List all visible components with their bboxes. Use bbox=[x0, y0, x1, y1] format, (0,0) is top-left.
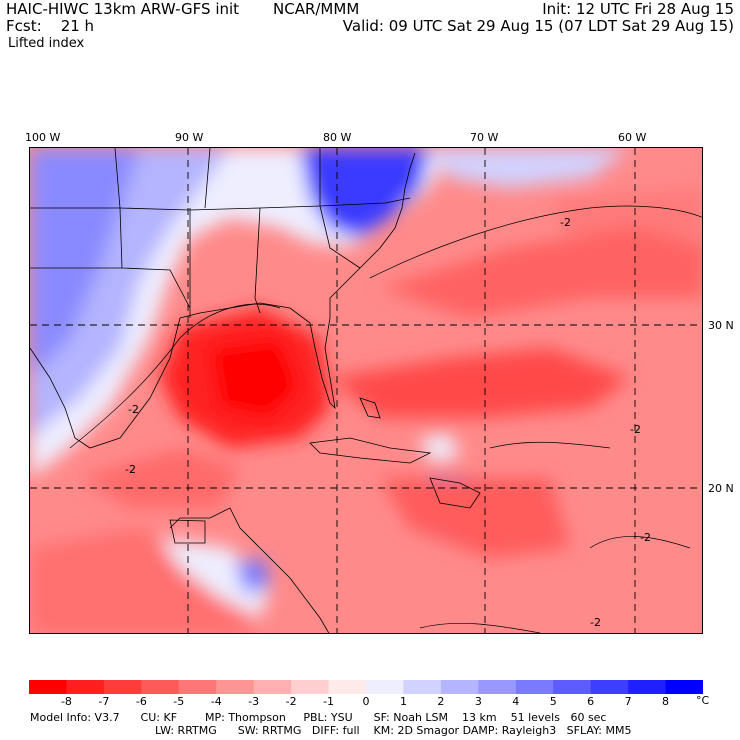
colorbar-swatch bbox=[553, 680, 592, 694]
lon-label-90w: 90 W bbox=[175, 131, 204, 144]
lon-label-80w: 80 W bbox=[323, 131, 352, 144]
colorbar-tick-label: 3 bbox=[474, 695, 482, 708]
colorbar-swatch bbox=[178, 680, 217, 694]
colorbar-tick-label: -2 bbox=[285, 695, 297, 708]
lat-label-20n: 20 N bbox=[708, 482, 734, 495]
model-info-line-1: Model Info: V3.7 CU: KF MP: Thompson PBL… bbox=[30, 711, 607, 724]
lat-label-30n: 30 N bbox=[708, 319, 734, 332]
colorbar-swatch bbox=[253, 680, 292, 694]
contour-label: -2 bbox=[125, 463, 136, 476]
strong-instability-layer bbox=[80, 228, 702, 558]
colorbar-tick-label: -5 bbox=[173, 695, 185, 708]
colorbar-swatch bbox=[141, 680, 180, 694]
colorbar-swatch bbox=[478, 680, 517, 694]
contour-label: -2 bbox=[560, 216, 571, 229]
colorbar-tick-label: 4 bbox=[512, 695, 520, 708]
colorbar-tick-label: -7 bbox=[98, 695, 110, 708]
colorbar-swatch bbox=[66, 680, 105, 694]
model-info-line-2: LW: RRTMG SW: RRTMG DIFF: full KM: 2D Sm… bbox=[155, 724, 632, 737]
lon-label-60w: 60 W bbox=[618, 131, 647, 144]
colorbar-tick-label: 2 bbox=[437, 695, 445, 708]
contour-label: -2 bbox=[590, 616, 601, 629]
lon-label-100w: 100 W bbox=[25, 131, 61, 144]
valid-time: Valid: 09 UTC Sat 29 Aug 15 (07 LDT Sat … bbox=[342, 17, 734, 35]
colorbar-tick-label: -8 bbox=[60, 695, 72, 708]
colorbar-unit: °C bbox=[696, 694, 710, 707]
colorbar-tick-label: 8 bbox=[662, 695, 670, 708]
colorbar-swatch bbox=[366, 680, 404, 694]
colorbar-swatch bbox=[665, 680, 703, 694]
lat-lon-grid bbox=[30, 148, 702, 633]
colorbar-tick-label: 6 bbox=[587, 695, 595, 708]
colorbar-swatch bbox=[103, 680, 142, 694]
colorbar-tick-label: 5 bbox=[549, 695, 557, 708]
colorbar-swatch bbox=[628, 680, 667, 694]
colorbar bbox=[29, 680, 703, 694]
colorbar-tick-label: -3 bbox=[248, 695, 260, 708]
colorbar-swatch bbox=[515, 680, 554, 694]
colorbar-swatch bbox=[328, 680, 367, 694]
colorbar-tick-label: -1 bbox=[323, 695, 335, 708]
field-name: Lifted index bbox=[8, 36, 85, 51]
contour-label: -2 bbox=[128, 403, 139, 416]
colorbar-swatch bbox=[403, 680, 442, 694]
colorbar-tick-label: 1 bbox=[399, 695, 407, 708]
init-time: Init: 12 UTC Fri 28 Aug 15 bbox=[542, 0, 734, 18]
colorbar-swatch bbox=[440, 680, 479, 694]
forecast-hour: Fcst: 21 h bbox=[6, 17, 95, 35]
agency-label: NCAR/MMM bbox=[273, 0, 360, 18]
colorbar-tick-label: -6 bbox=[135, 695, 147, 708]
lon-label-70w: 70 W bbox=[470, 131, 499, 144]
map-canvas: -2 -2 -2 -2 -2 -2 bbox=[30, 148, 702, 633]
colorbar-tick-label: 7 bbox=[624, 695, 632, 708]
lifted-index-map: -2 -2 -2 -2 -2 -2 bbox=[29, 147, 703, 634]
colorbar-swatch bbox=[590, 680, 629, 694]
colorbar-tick-label: -4 bbox=[210, 695, 222, 708]
coastlines-borders bbox=[30, 148, 481, 633]
model-title: HAIC-HIWC 13km ARW-GFS init bbox=[6, 0, 240, 18]
colorbar-tick-label: 0 bbox=[362, 695, 370, 708]
colorbar-swatch bbox=[29, 680, 67, 694]
colorbar-swatch bbox=[291, 680, 330, 694]
colorbar-swatch bbox=[216, 680, 255, 694]
contour-lines bbox=[69, 205, 702, 633]
contour-label: -2 bbox=[640, 531, 651, 544]
contour-label: -2 bbox=[630, 423, 641, 436]
contour-label-layer: -2 -2 -2 -2 -2 -2 bbox=[125, 216, 651, 629]
